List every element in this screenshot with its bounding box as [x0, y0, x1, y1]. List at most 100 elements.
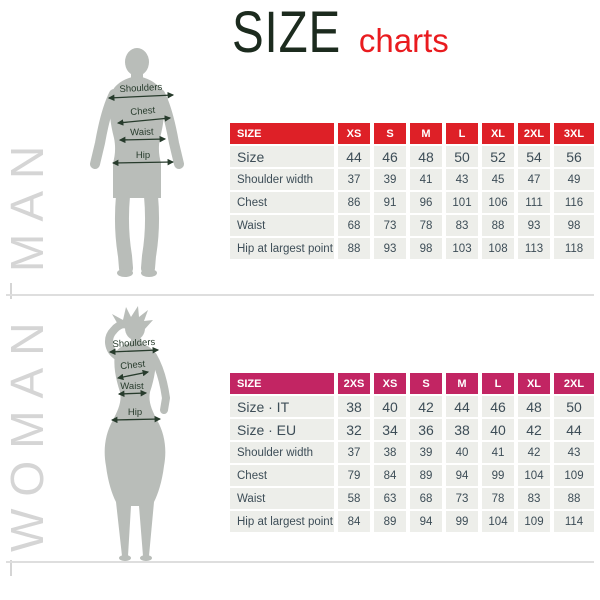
cell-value: 58: [338, 488, 370, 509]
column-header: XL: [482, 123, 514, 144]
woman-head: [125, 316, 145, 340]
cell-value: 99: [446, 511, 478, 532]
cell-value: 78: [482, 488, 514, 509]
cell-value: 89: [410, 465, 442, 486]
cell-value: 84: [374, 465, 406, 486]
row-label: Size: [230, 146, 334, 167]
bottom-divider: [6, 561, 594, 563]
cell-value: 68: [410, 488, 442, 509]
cell-value: 39: [410, 442, 442, 463]
cell-value: 108: [482, 238, 514, 259]
man-waist-label: Waist: [130, 127, 154, 139]
cell-value: 83: [518, 488, 550, 509]
cell-value: 96: [410, 192, 442, 213]
woman-torso: [104, 342, 166, 556]
row-label: Size · IT: [230, 396, 334, 417]
cell-value: 94: [446, 465, 478, 486]
cell-value: 89: [374, 511, 406, 532]
cell-value: 98: [554, 215, 594, 236]
cell-value: 78: [410, 215, 442, 236]
title-accent: charts: [358, 22, 449, 59]
row-label: Waist: [230, 215, 334, 236]
cell-value: 88: [554, 488, 594, 509]
man-size-table: SIZE XS S M L XL 2XL 3XL Size 44 46 48 50 52 54 56 Shoul…: [230, 123, 594, 259]
cell-value: 63: [374, 488, 406, 509]
woman-section-label: WOMAN: [1, 310, 53, 552]
cell-value: 56: [554, 146, 594, 167]
cell-value: 88: [482, 215, 514, 236]
cell-value: 43: [446, 169, 478, 190]
man-neck: [131, 70, 143, 80]
cell-value: 106: [482, 192, 514, 213]
woman-shoulders-label: Shoulders: [112, 337, 156, 350]
cell-value: 48: [410, 146, 442, 167]
cell-value: 44: [338, 146, 370, 167]
man-silhouette: Shoulders Chest Waist Hip: [90, 48, 184, 277]
row-label: Size · EU: [230, 419, 334, 440]
title-main: SIZE: [232, 0, 341, 65]
column-header: M: [410, 123, 442, 144]
woman-size-table: SIZE 2XS XS S M L XL 2XL Size · IT 38 40 42 44 46 48 50…: [230, 373, 594, 532]
cell-value: 79: [338, 465, 370, 486]
cell-value: 91: [374, 192, 406, 213]
woman-neck: [131, 336, 140, 345]
woman-left-foot: [119, 555, 131, 561]
man-hip-label: Hip: [136, 150, 150, 161]
cell-value: 103: [446, 238, 478, 259]
cell-value: 54: [518, 146, 550, 167]
row-label: Hip at largest point: [230, 511, 334, 532]
man-shoulders-line: [107, 92, 175, 101]
column-header: S: [374, 123, 406, 144]
cell-value: 86: [338, 192, 370, 213]
man-right-foot: [141, 269, 157, 277]
cell-value: 73: [374, 215, 406, 236]
cell-value: 116: [554, 192, 594, 213]
column-header: S: [410, 373, 442, 394]
cell-value: 48: [518, 396, 550, 417]
cell-value: 38: [446, 419, 478, 440]
column-header: SIZE: [230, 123, 334, 144]
row-label: Shoulder width: [230, 169, 334, 190]
row-label: Chest: [230, 465, 334, 486]
cell-value: 34: [374, 419, 406, 440]
man-left-foot: [117, 269, 133, 277]
cell-value: 32: [338, 419, 370, 440]
cell-value: 37: [338, 169, 370, 190]
man-left-arm: [90, 89, 119, 169]
cell-value: 47: [518, 169, 550, 190]
man-hip-line: [111, 158, 175, 167]
woman-waist-line: [117, 389, 148, 398]
man-head: [125, 48, 149, 76]
woman-right-foot: [140, 555, 152, 561]
row-label: Waist: [230, 488, 334, 509]
cell-value: 94: [410, 511, 442, 532]
woman-silhouette: Shoulders Chest Waist Hip: [104, 306, 171, 561]
page-title: SIZE charts: [232, 4, 449, 62]
cell-value: 46: [374, 146, 406, 167]
cell-value: 42: [410, 396, 442, 417]
column-header: XS: [374, 373, 406, 394]
column-header: 2XS: [338, 373, 370, 394]
cell-value: 38: [374, 442, 406, 463]
woman-right-arm: [149, 352, 171, 414]
man-waist-line: [118, 135, 167, 144]
cell-value: 109: [554, 465, 594, 486]
column-header: L: [446, 123, 478, 144]
cell-value: 43: [554, 442, 594, 463]
cell-value: 38: [338, 396, 370, 417]
cell-value: 44: [554, 419, 594, 440]
cell-value: 50: [554, 396, 594, 417]
woman-tick-line: [10, 560, 12, 576]
cell-value: 37: [338, 442, 370, 463]
woman-hip-label: Hip: [128, 407, 142, 418]
column-header: L: [482, 373, 514, 394]
cell-value: 52: [482, 146, 514, 167]
woman-waist-label: Waist: [120, 381, 144, 392]
man-section-label: MAN: [1, 133, 53, 272]
cell-value: 36: [410, 419, 442, 440]
cell-value: 93: [518, 215, 550, 236]
cell-value: 111: [518, 192, 550, 213]
column-header: 2XL: [518, 123, 550, 144]
woman-hip-line: [110, 415, 162, 424]
